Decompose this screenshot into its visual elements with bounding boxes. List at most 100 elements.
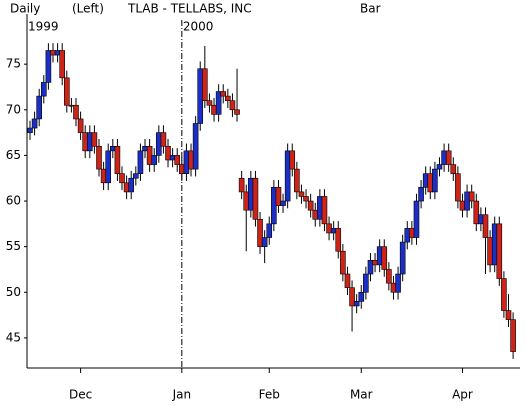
candle-body: [459, 200, 466, 211]
x-tick-label: Mar: [350, 388, 373, 402]
candle-body: [234, 109, 240, 115]
candle-body: [100, 168, 107, 184]
candle-body: [441, 150, 447, 165]
y-tick-label: 65: [6, 148, 21, 162]
x-tick-label: Feb: [259, 388, 280, 402]
candle-body: [123, 182, 130, 193]
candle-body: [386, 269, 392, 284]
candle-body: [464, 191, 470, 211]
candle-body: [238, 177, 245, 193]
chart-style: Bar: [360, 2, 381, 16]
year-label: 1999: [28, 20, 59, 34]
periodicity: Daily: [10, 2, 40, 16]
candle-body: [257, 218, 263, 247]
candle-body: [266, 223, 273, 238]
candle-body: [487, 237, 493, 266]
candle-body: [248, 177, 254, 211]
candle-body: [91, 132, 98, 147]
candle-body: [321, 196, 328, 225]
candle-body: [312, 209, 319, 220]
candle-body: [156, 132, 162, 156]
candle-body: [478, 214, 484, 225]
candle-body: [215, 91, 222, 115]
candle-body: [381, 246, 388, 270]
candle-body: [252, 177, 259, 220]
candle-body: [298, 191, 305, 197]
candle-body: [271, 187, 277, 225]
candle-body: [284, 150, 291, 202]
x-tick-label: Apr: [452, 388, 473, 402]
candle-body: [192, 123, 199, 170]
candle-body: [501, 278, 507, 311]
candle-body: [114, 145, 121, 174]
candle-body: [349, 287, 355, 307]
candle-body: [45, 50, 52, 83]
candle-body: [261, 237, 268, 247]
candle-body: [63, 77, 70, 106]
candle-body: [317, 196, 323, 220]
candle-body: [27, 127, 33, 133]
candle-body: [229, 100, 236, 111]
scale-side: (Left): [72, 2, 104, 16]
candle-body: [82, 132, 89, 152]
y-tick-label: 60: [6, 194, 21, 208]
y-tick-label: 55: [6, 239, 21, 253]
candle-body: [68, 104, 75, 107]
candle-body: [358, 291, 365, 302]
candle-body: [445, 150, 452, 165]
candle-body: [202, 68, 208, 101]
candle-body: [422, 173, 429, 188]
candle-body: [491, 223, 498, 266]
candle-body: [54, 50, 61, 56]
candle-body: [363, 273, 369, 293]
candle-body: [211, 104, 217, 115]
candle-body: [137, 150, 144, 174]
candle-body: [151, 155, 158, 165]
candle-body: [183, 150, 190, 174]
candle-body: [335, 228, 342, 252]
y-tick-label: 45: [6, 330, 21, 344]
candle-body: [427, 173, 434, 193]
candle-body: [376, 246, 383, 266]
candle-body: [105, 150, 112, 184]
candle-body: [174, 155, 181, 165]
candle-body: [353, 301, 360, 307]
candle-body: [87, 132, 93, 152]
candle-body: [110, 145, 116, 152]
candle-body: [31, 118, 38, 129]
candle-body: [142, 145, 148, 152]
candle-body: [77, 118, 84, 133]
candle-body: [119, 173, 125, 184]
candle-body: [303, 196, 309, 202]
candle-body: [404, 228, 411, 243]
candle-body: [36, 95, 42, 120]
candle-body: [307, 200, 314, 211]
y-tick-label: 50: [6, 285, 21, 299]
candle-body: [505, 310, 512, 320]
candle-body: [96, 145, 102, 170]
candle-body: [243, 191, 250, 211]
candle-body: [165, 145, 171, 161]
candle-body: [289, 150, 296, 170]
year-label: 2000: [183, 20, 214, 34]
candle-body: [468, 191, 475, 202]
candle-body: [436, 164, 443, 170]
x-tick-label: Dec: [69, 388, 92, 402]
candle-body: [280, 200, 286, 206]
candle-body: [395, 273, 401, 293]
candle-body: [450, 164, 457, 174]
candle-body: [40, 82, 47, 97]
candle-body: [409, 228, 415, 238]
candle-body: [482, 214, 489, 238]
candle-body: [128, 177, 135, 193]
candle-body: [340, 250, 346, 275]
candle-body: [473, 200, 480, 225]
candle-body: [326, 223, 332, 234]
candle-body: [330, 228, 337, 234]
candle-body: [179, 164, 185, 174]
candle-body: [206, 100, 213, 106]
candle-body: [59, 50, 65, 79]
